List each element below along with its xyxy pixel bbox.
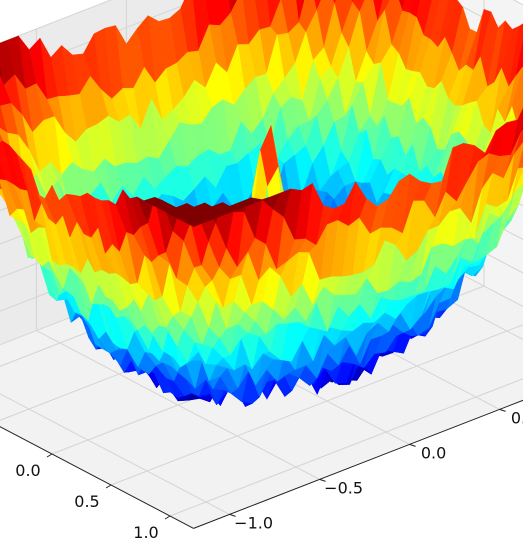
y-axis-ticks: −1.0−0.50.00.51.0 — [229, 408, 523, 532]
x-axis-line — [0, 426, 194, 529]
x-axis-ticks: −1.0−0.50.00.51.0 — [15, 453, 171, 542]
x-tick-label: 1.0 — [133, 523, 158, 542]
surface-mesh — [0, 0, 523, 408]
x-tick — [164, 515, 171, 520]
grid-line-floor-y — [0, 393, 230, 515]
y-tick-label: 0.0 — [421, 443, 446, 462]
y-tick — [229, 513, 236, 517]
surface-facet — [186, 218, 205, 227]
x-tick — [46, 453, 53, 458]
x-tick-label: 0.0 — [15, 461, 40, 480]
y-tick-label: −1.0 — [234, 513, 273, 532]
y-tick — [319, 478, 326, 482]
y-axis-line — [193, 399, 523, 529]
y-tick — [499, 408, 506, 412]
surface-facet — [332, 0, 337, 5]
x-tick — [105, 484, 112, 489]
y-tick-label: −0.5 — [324, 478, 363, 497]
grid-line-left-z — [0, 0, 199, 78]
x-tick-label: 0.5 — [74, 492, 99, 511]
surface-facet — [228, 0, 238, 14]
y-tick — [409, 443, 416, 447]
axis-lines — [0, 399, 523, 529]
grid-line-floor-y — [36, 330, 320, 480]
y-tick-label: 0.5 — [511, 408, 523, 427]
